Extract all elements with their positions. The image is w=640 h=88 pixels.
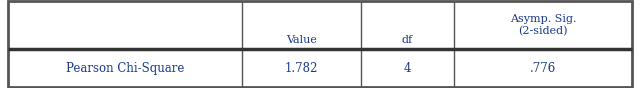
Text: 4: 4 xyxy=(404,62,411,75)
Text: 1.782: 1.782 xyxy=(285,62,318,75)
Text: Value: Value xyxy=(286,35,317,45)
Text: .776: .776 xyxy=(530,62,556,75)
Text: Asymp. Sig.
(2-sided): Asymp. Sig. (2-sided) xyxy=(510,14,577,37)
Text: df: df xyxy=(402,35,413,45)
Text: Pearson Chi-Square: Pearson Chi-Square xyxy=(66,62,184,75)
